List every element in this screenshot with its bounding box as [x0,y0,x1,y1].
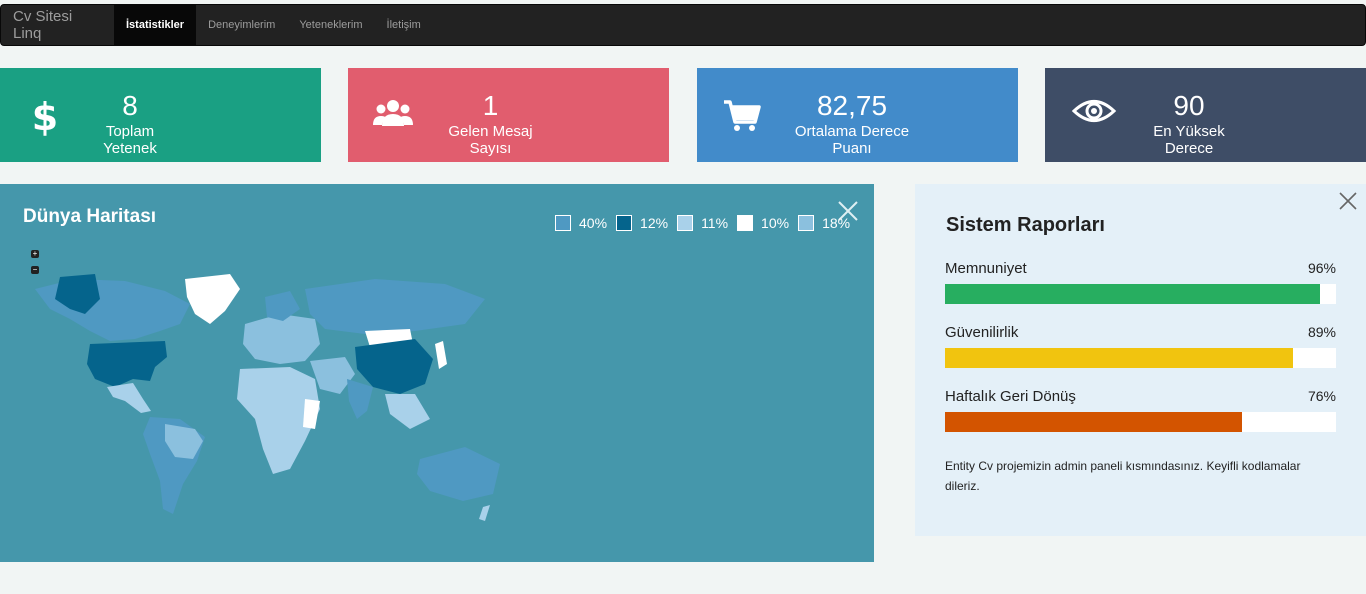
map-region-africa [237,367,320,474]
legend-label: 11% [701,215,729,231]
system-reports-panel: Sistem Raporları Memnuniyet 96% Güvenili… [915,184,1366,536]
legend-item: 18% [798,215,850,231]
map-region-greenland [185,274,240,324]
nav-item-iletisim[interactable]: İletişim [386,19,421,31]
top-navbar: Cv Sitesi Linq İstatistikler Deneyimleri… [0,4,1366,46]
progress-fill [945,284,1321,304]
progress-percent: 76% [1307,388,1336,404]
progress-label: Memnuniyet [945,260,1027,277]
world-map-panel: Dünya Haritası 40% 12% 11% 10% 18% + − [0,184,874,562]
stat-label: En Yüksek Derece [1153,123,1225,157]
legend-label: 40% [579,215,608,231]
legend-item: 11% [677,215,728,231]
map-region-usa [87,341,167,387]
stat-value: 8 [122,90,138,121]
map-region-scandinavia [265,291,300,321]
stat-label: Toplam Yetenek [103,123,157,157]
legend-item: 12% [616,215,668,231]
map-legend: 40% 12% 11% 10% 18% [555,215,859,231]
map-region-china [355,339,433,394]
reports-note: Entity Cv projemizin admin paneli kısmın… [945,459,1301,493]
progress-percent: 96% [1307,260,1336,276]
zoom-in-button[interactable]: + [31,249,39,258]
legend-item: 10% [737,215,789,231]
stat-label: Gelen Mesaj Sayısı [448,123,533,157]
cart-icon [724,100,761,131]
progress-fill [945,348,1293,368]
legend-label: 12% [640,215,669,231]
close-icon[interactable] [837,200,859,222]
progress-track [945,284,1336,304]
nav-item-istatistikler[interactable]: İstatistikler [114,5,197,45]
progress-track [945,412,1336,432]
world-map[interactable] [15,269,515,544]
zoom-out-button[interactable]: − [31,265,39,274]
map-region-east-africa [303,399,320,429]
progress-row-weekly-return: Haftalık Geri Dönüş 76% [945,388,1336,432]
users-icon [373,100,413,126]
eye-icon [1071,100,1117,122]
stat-tile-highest: 90 En Yüksek Derece [1045,68,1366,162]
reports-title: Sistem Raporları [946,214,1105,236]
legend-swatch [555,215,571,231]
map-region-japan [435,341,447,369]
close-icon[interactable] [1339,192,1357,210]
svg-text:$: $ [32,95,58,138]
map-region-europe [243,314,320,364]
stat-tile-average: 82,75 Ortalama Derece Puanı [697,68,1018,162]
progress-track [945,348,1336,368]
map-title: Dünya Haritası [23,206,157,227]
legend-swatch [616,215,633,231]
progress-label: Haftalık Geri Dönüş [945,388,1076,405]
map-region-brazil [165,424,203,459]
nav-item-yeteneklerim[interactable]: Yeteneklerim [299,19,363,31]
stat-tile-messages: 1 Gelen Mesaj Sayısı [348,68,669,162]
legend-label: 10% [761,215,790,231]
map-region-middle-east [310,357,355,394]
progress-percent: 89% [1307,324,1336,340]
legend-swatch [737,215,754,231]
map-region-australia [417,447,500,501]
legend-item: 40% [555,215,607,231]
legend-swatch [798,215,815,231]
stat-value: 90 [1173,90,1205,121]
stat-value: 82,75 [816,90,888,121]
stat-tile-skills: $ 8 Toplam Yetenek [0,68,321,162]
map-region-alaska [55,274,100,314]
map-region-se-asia [385,394,430,429]
progress-row-satisfaction: Memnuniyet 96% [945,260,1336,304]
stat-value: 1 [482,90,499,121]
progress-row-reliability: Güvenilirlik 89% [945,324,1336,368]
nav-item-deneyimlerim[interactable]: Deneyimlerim [208,19,276,31]
progress-fill [945,412,1243,432]
brand-link[interactable]: Cv Sitesi Linq [13,8,73,42]
map-region-central-america [107,383,151,413]
stat-label: Ortalama Derece Puanı [794,123,910,157]
dollar-icon: $ [32,95,58,138]
map-region-russia [305,279,485,334]
map-region-new-zealand [479,505,490,521]
progress-label: Güvenilirlik [945,324,1019,341]
map-region-india [347,379,373,419]
legend-swatch [677,215,694,231]
legend-label: 18% [822,215,851,231]
